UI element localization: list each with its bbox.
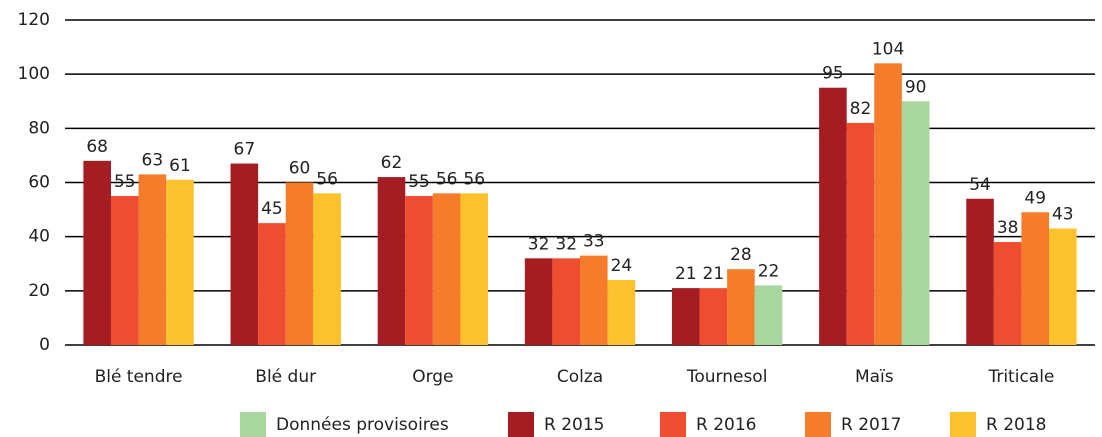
bar: [432, 193, 461, 345]
data-label: 32: [528, 234, 550, 254]
data-label: 33: [583, 232, 605, 252]
data-label: 49: [1024, 188, 1046, 208]
y-tick-label: 80: [28, 118, 50, 138]
data-label: 21: [675, 264, 697, 284]
bar: [258, 223, 286, 345]
bar: [230, 163, 259, 345]
y-tick-label: 0: [39, 335, 50, 355]
legend-swatch: [240, 412, 266, 437]
data-label: 21: [703, 264, 725, 284]
x-tick-label: Tournesol: [686, 367, 768, 387]
x-tick-label: Maïs: [855, 367, 894, 387]
data-label: 82: [850, 99, 872, 119]
data-label: 54: [969, 175, 991, 195]
bar: [819, 87, 847, 345]
data-label: 32: [555, 234, 577, 254]
data-label: 22: [758, 261, 780, 281]
bar: [1049, 228, 1077, 345]
bar: [377, 177, 406, 345]
data-label: 43: [1052, 205, 1074, 225]
data-label: 67: [234, 140, 256, 160]
bar: [460, 193, 489, 345]
y-tick-label: 20: [28, 281, 50, 301]
bar: [580, 255, 608, 345]
data-label: 104: [872, 39, 904, 59]
data-label: 55: [408, 172, 430, 192]
bar: [846, 122, 875, 346]
bar: [524, 258, 553, 345]
y-tick-label: 100: [18, 64, 50, 84]
legend-swatch: [508, 412, 534, 437]
y-tick-label: 60: [28, 173, 50, 193]
bar: [901, 101, 930, 345]
data-label: 38: [997, 218, 1019, 238]
bar: [552, 258, 580, 345]
legend-swatch: [660, 412, 686, 437]
bar: [607, 280, 636, 345]
bar: [405, 196, 433, 345]
data-label: 24: [611, 256, 633, 276]
bar: [671, 288, 700, 345]
bar: [166, 179, 194, 345]
data-label: 90: [905, 77, 927, 97]
bar: [313, 193, 341, 345]
legend-label: R 2018: [986, 415, 1046, 435]
data-label: 60: [289, 159, 311, 179]
data-label: 62: [381, 153, 403, 173]
bar: [993, 242, 1022, 345]
bar: [874, 63, 902, 345]
data-label: 55: [114, 172, 136, 192]
data-label: 56: [436, 169, 458, 189]
bar: [754, 285, 783, 345]
y-tick-label: 120: [18, 10, 50, 30]
bar: [110, 196, 139, 345]
legend-swatch: [805, 412, 831, 437]
data-label: 63: [142, 150, 164, 170]
bar: [966, 198, 994, 345]
legend-swatch: [950, 412, 976, 437]
y-tick-label: 40: [28, 227, 50, 247]
data-label: 68: [86, 137, 108, 157]
data-label: 56: [463, 169, 485, 189]
x-tick-label: Triticale: [987, 367, 1054, 387]
bar: [699, 288, 728, 345]
data-label: 28: [730, 245, 752, 265]
x-tick-label: Colza: [557, 367, 603, 387]
legend-label: R 2017: [841, 415, 901, 435]
x-tick-label: Blé dur: [255, 367, 316, 387]
bar: [138, 174, 167, 345]
legend-label: R 2016: [696, 415, 756, 435]
data-label: 45: [261, 199, 283, 219]
data-label: 95: [822, 64, 844, 84]
x-tick-label: Orge: [412, 367, 453, 387]
data-label: 61: [169, 156, 191, 176]
bar: [727, 269, 755, 345]
legend-label: R 2015: [544, 415, 604, 435]
legend-label: Données provisoires: [276, 415, 449, 435]
bar: [1021, 212, 1050, 345]
x-tick-label: Blé tendre: [95, 367, 183, 387]
bar: [285, 182, 314, 345]
bar: [83, 160, 111, 345]
data-label: 56: [316, 169, 338, 189]
